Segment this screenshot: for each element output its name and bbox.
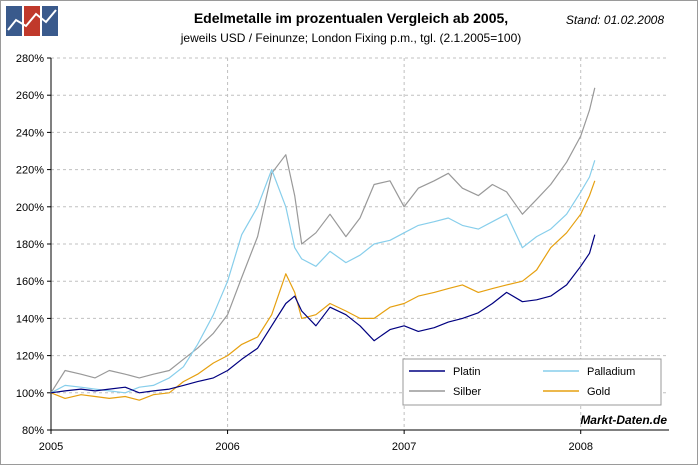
- y-tick-label: 180%: [16, 239, 44, 251]
- legend-box: [402, 358, 662, 406]
- y-tick-label: 260%: [16, 90, 44, 102]
- chart-title: Edelmetalle im prozentualen Vergleich ab…: [193, 10, 509, 26]
- series-line-silber: [50, 87, 596, 394]
- legend-label-silber: Silber: [453, 386, 481, 398]
- y-tick-label: 280%: [16, 53, 44, 65]
- brand-logo: [6, 6, 58, 36]
- y-tick-label: 140%: [16, 313, 44, 325]
- y-tick-label: 100%: [16, 388, 44, 400]
- y-tick-label: 220%: [16, 165, 44, 177]
- y-tick-label: 160%: [16, 276, 44, 288]
- legend-label-platin: Platin: [453, 366, 481, 378]
- series-line-palladium: [50, 160, 596, 394]
- x-tick-label: 2005: [39, 441, 63, 453]
- x-tick-label: 2007: [392, 441, 416, 453]
- x-tick-label: 2008: [568, 441, 592, 453]
- legend-label-palladium: Palladium: [587, 366, 635, 378]
- y-tick-label: 240%: [16, 127, 44, 139]
- legend-label-gold: Gold: [587, 386, 610, 398]
- y-tick-label: 80%: [22, 425, 44, 437]
- y-tick-label: 120%: [16, 351, 44, 363]
- series-line-platin: [50, 234, 596, 394]
- x-tick-label: 2006: [215, 441, 239, 453]
- series-line-gold: [50, 180, 596, 401]
- chart-subtitle: jeweils USD / Feinunze; London Fixing p.…: [180, 31, 522, 45]
- stand-date: Stand: 01.02.2008: [565, 13, 664, 27]
- source-credit: Markt-Daten.de: [580, 413, 667, 427]
- logo-trend-line: [7, 9, 57, 31]
- y-tick-label: 200%: [16, 202, 44, 214]
